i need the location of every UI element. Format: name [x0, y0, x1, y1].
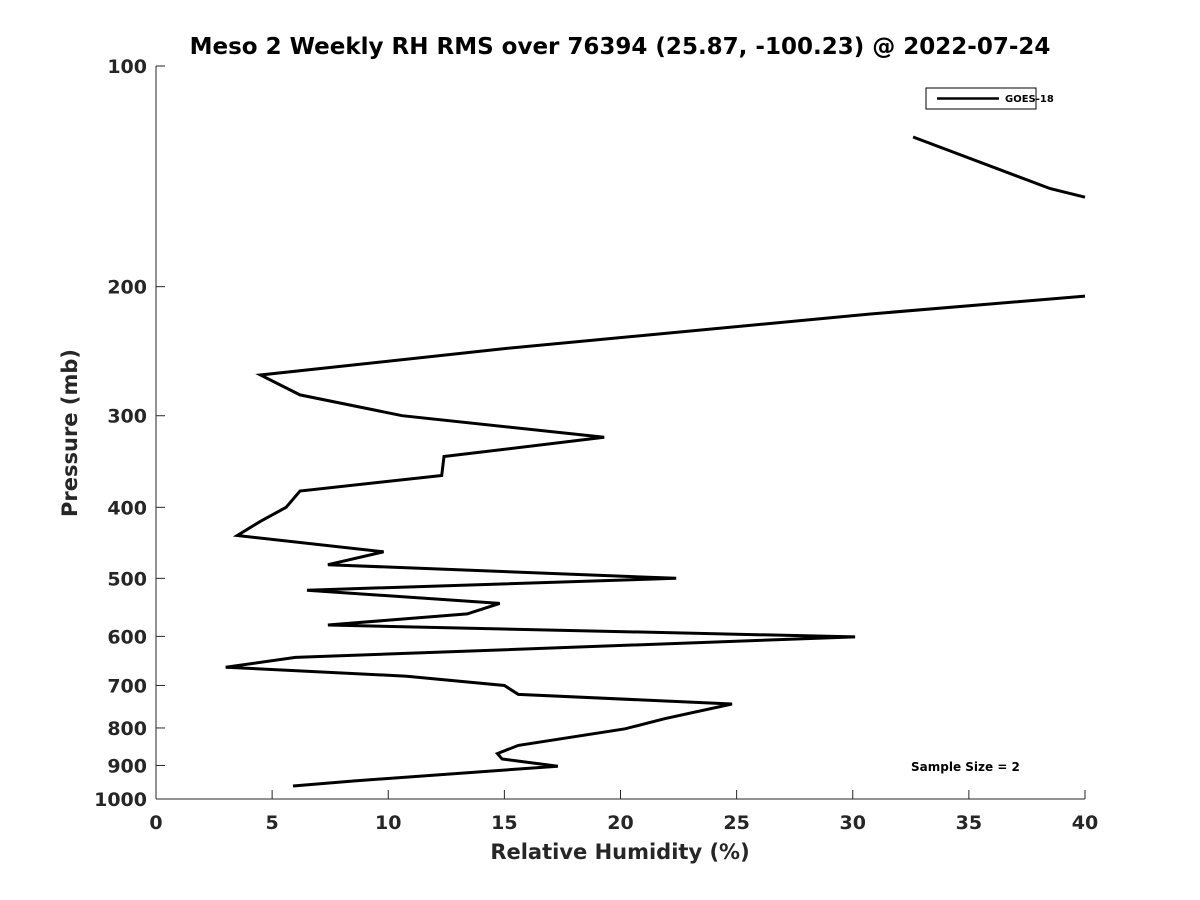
y-tick-label: 600 [107, 626, 147, 648]
y-tick-label: 500 [107, 568, 147, 590]
sample-size-annotation: Sample Size = 2 [911, 760, 1020, 774]
y-tick-label: 900 [107, 755, 147, 777]
series-line-goes-18 [225, 294, 1086, 788]
y-tick-label: 100 [107, 56, 147, 78]
y-tick-label: 400 [107, 497, 147, 519]
x-tick-label: 15 [491, 812, 517, 834]
x-tick-label: 0 [149, 812, 162, 834]
x-tick-label: 40 [1072, 812, 1098, 834]
x-tick-label: 30 [840, 812, 866, 834]
x-tick-label: 20 [607, 812, 633, 834]
y-tick-label: 1000 [94, 789, 147, 811]
x-tick-label: 25 [723, 812, 749, 834]
y-tick-label: 300 [107, 406, 147, 428]
x-tick-label: 35 [956, 812, 982, 834]
y-axis-label: Pressure (mb) [58, 349, 82, 517]
x-tick-label: 10 [375, 812, 401, 834]
legend-label: GOES-18 [1005, 94, 1054, 105]
y-tick-label: 200 [107, 277, 147, 299]
x-tick-label: 5 [266, 812, 279, 834]
y-tick-label: 800 [107, 718, 147, 740]
series-line-goes-18 [912, 135, 1086, 199]
legend: GOES-18 [925, 87, 1054, 110]
chart-title: Meso 2 Weekly RH RMS over 76394 (25.87, … [190, 34, 1051, 60]
y-tick-label: 700 [107, 675, 147, 697]
plot-lines [225, 135, 1086, 788]
axes: 0 5 10 15 20 25 30 35 40 100 200 300 400 500 600 700 800… [94, 56, 1098, 834]
x-axis-label: Relative Humidity (%) [490, 840, 749, 864]
